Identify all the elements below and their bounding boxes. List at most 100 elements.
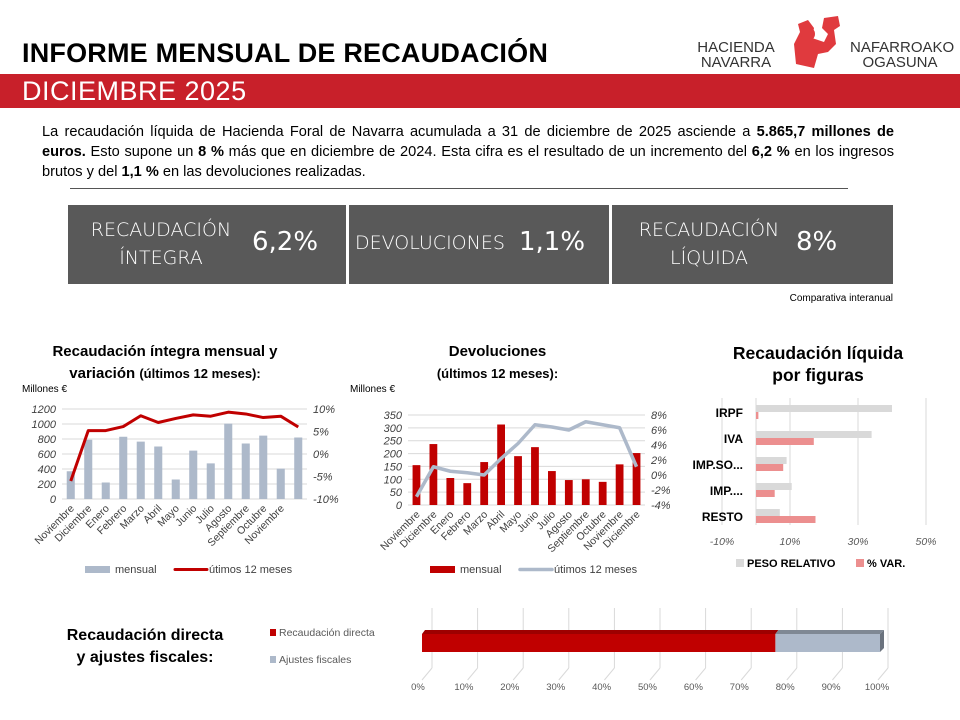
- bar-mensual: [259, 435, 268, 499]
- bar-mensual: [136, 441, 145, 499]
- bar-mensual: [276, 468, 285, 499]
- bar-mensual: [564, 480, 573, 505]
- text: en las devoluciones realizadas.: [158, 164, 366, 180]
- y2-tick-label: 2%: [650, 455, 667, 467]
- legend-swatch: [270, 629, 276, 636]
- legend-label: Recaudación directa: [279, 627, 375, 639]
- kpi-label: ÍNTEGRA: [119, 247, 203, 269]
- title-text: variación: [69, 365, 136, 382]
- bar-mensual: [429, 444, 438, 505]
- legend-label: útimos 12 meses: [554, 564, 638, 576]
- text: Esto supone un: [85, 144, 199, 160]
- y-tick-label: 1000: [32, 419, 57, 431]
- gridline: [832, 667, 843, 681]
- bar-mensual: [189, 450, 198, 499]
- bar-var: [756, 464, 784, 471]
- kpi-label: RECAUDACIÓN: [638, 219, 780, 241]
- bar-mensual: [224, 423, 233, 499]
- legend-label: útimos 12 meses: [209, 564, 293, 576]
- gridline: [421, 667, 433, 681]
- y2-tick-label: 6%: [651, 425, 667, 437]
- title-text: Recaudación líquida: [732, 343, 904, 363]
- x-tick-label: 30%: [847, 536, 868, 548]
- legend-label: Ajustes fiscales: [279, 654, 351, 666]
- x-tick-label: -10%: [710, 536, 735, 548]
- x-tick-label: 10%: [779, 536, 800, 548]
- bar-var: [756, 412, 759, 419]
- gridline: [695, 667, 706, 681]
- kpi-note: Comparativa interanual: [789, 293, 893, 304]
- legend-label: % VAR.: [867, 558, 905, 570]
- kpi-value: 6,2%: [252, 227, 319, 257]
- y2-tick-label: 8%: [651, 410, 667, 422]
- bar-side: [880, 630, 884, 652]
- bar-var: [756, 490, 775, 497]
- chart-recaudacion-integra: Millones € 0 200 400 600 800 1000 1200 -10% -5% 0%…: [22, 384, 339, 576]
- y-tick-label: 0: [396, 500, 403, 512]
- logo-text: NAFARROAKO: [850, 39, 955, 56]
- title-text: por figuras: [772, 365, 864, 385]
- legend-label: mensual: [460, 564, 502, 576]
- bar-var: [756, 516, 816, 523]
- total-amount: 5.865,7 millones de euros.: [42, 124, 894, 160]
- title-text: Devoluciones: [448, 343, 547, 360]
- logo-text: OGASUNA: [862, 54, 938, 71]
- category-label: IVA: [724, 432, 743, 446]
- y2-tick-label: 10%: [313, 404, 335, 416]
- y2-tick-label: 0%: [313, 449, 329, 461]
- y-tick-label: 300: [384, 423, 403, 435]
- x-tick-label: 30%: [546, 682, 566, 693]
- title-text: (últimos 12 meses):: [139, 366, 261, 381]
- x-tick-label: 70%: [730, 682, 750, 693]
- legend-label: mensual: [115, 564, 157, 576]
- bar-mensual: [84, 439, 93, 499]
- bar-top-ajustes: [775, 630, 884, 634]
- kpi-recaudacion-liquida: RECAUDACIÓN LÍQUIDA 8%: [612, 205, 893, 284]
- kpi-label: DEVOLUCIONES: [355, 232, 505, 254]
- bar-mensual: [598, 481, 607, 505]
- y-tick-label: 150: [384, 461, 403, 473]
- chart2-title: Devoluciones (últimos 12 meses):: [380, 341, 615, 385]
- bar-mensual: [531, 447, 539, 505]
- bar-mensual: [632, 453, 641, 505]
- chart1-title: Recaudación íntegra mensual y variación …: [20, 341, 310, 385]
- chart3-title: Recaudación líquida por figuras: [700, 342, 936, 386]
- chart-directa-ajustes: 0% 10% 20% 30% 40% 50% 60% 70% 80% 90% 100% Recauda…: [270, 608, 890, 693]
- legend-swatch: [430, 566, 455, 573]
- gridline: [740, 667, 752, 681]
- title-text: Recaudación íntegra mensual y: [52, 343, 278, 360]
- legend-swatch: [270, 656, 276, 663]
- y-tick-label: 0: [50, 494, 57, 506]
- y2-tick-label: 0%: [651, 470, 667, 482]
- y-tick-label: 600: [38, 449, 57, 461]
- bar-mensual: [463, 483, 472, 505]
- hacienda-navarra-logo: HACIENDA NAVARRA NAFARROAKO OGASUNA: [690, 14, 955, 71]
- x-tick-label: 50%: [638, 682, 658, 693]
- net-change: 8 %: [198, 144, 224, 160]
- bar-recaudacion-directa: [422, 634, 776, 652]
- y-axis-label: Millones €: [350, 384, 395, 395]
- y-axis-label: Millones €: [22, 384, 67, 395]
- bar-top-directa: [422, 630, 779, 634]
- chart4-title: Recaudación directa y ajustes fiscales:: [40, 625, 250, 669]
- bar-peso-relativo: [756, 483, 792, 490]
- kpi-value: 8%: [796, 227, 838, 257]
- gridline: [649, 667, 661, 681]
- bar-peso-relativo: [756, 509, 780, 516]
- bar-peso-relativo: [756, 457, 787, 464]
- gross-change: 6,2 %: [751, 144, 790, 160]
- title-text: y ajustes fiscales:: [76, 649, 214, 666]
- gridline: [467, 667, 478, 681]
- bar-ajustes-fiscales: [775, 634, 880, 652]
- bar-var: [756, 438, 814, 445]
- x-tick-label: 60%: [684, 682, 704, 693]
- y-tick-label: 250: [383, 436, 403, 448]
- line-ultimos-12-meses: [69, 410, 300, 482]
- y-tick-label: 350: [384, 410, 403, 422]
- text: en los ingresos brutos y del: [42, 144, 894, 180]
- bar-mensual: [154, 446, 163, 499]
- logo-figure-icon: [794, 16, 840, 68]
- logo-text: NAVARRA: [700, 54, 772, 71]
- page-title: INFORME MENSUAL DE RECAUDACIÓN: [22, 38, 549, 68]
- category-label: IRPF: [716, 406, 743, 420]
